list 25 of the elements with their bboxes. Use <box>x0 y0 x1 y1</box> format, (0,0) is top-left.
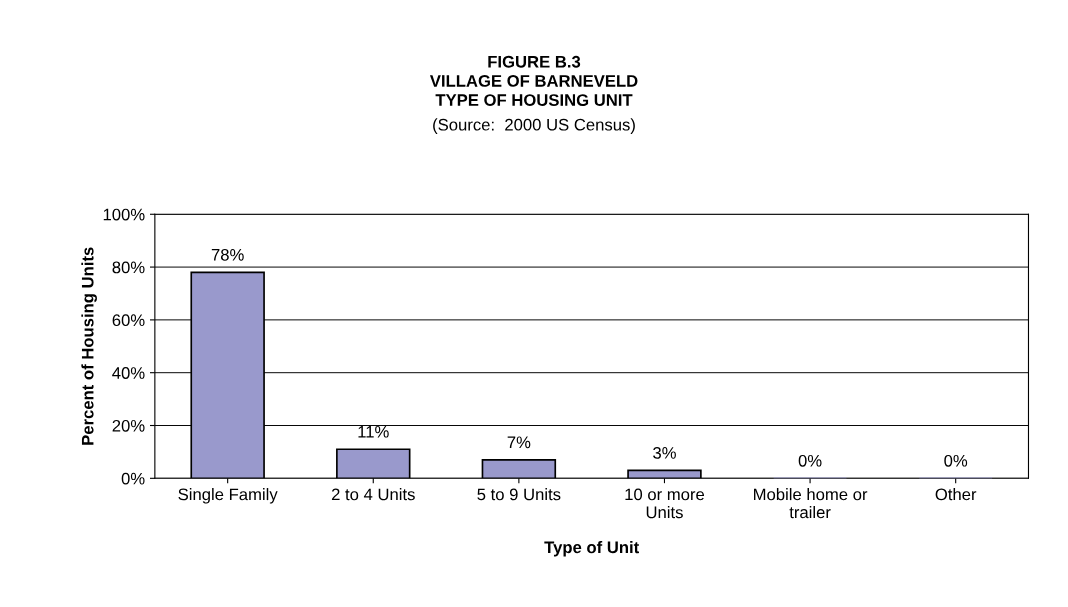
x-tick-label: 5 to 9 Units <box>477 488 561 501</box>
chart-title: FIGURE B.3 VILLAGE OF BARNEVELD TYPE OF HOUSING UNIT <box>429 55 638 106</box>
x-tick-label: 10 or more Units <box>625 488 705 519</box>
data-label: 11% <box>358 425 389 438</box>
y-axis-title: Percent of Housing Units <box>81 247 97 445</box>
y-tick-label: 20% <box>112 419 145 432</box>
bar <box>481 458 557 479</box>
y-tick-label: 80% <box>112 261 145 274</box>
y-tick-label: 60% <box>112 314 145 327</box>
y-tick-label: 100% <box>103 208 145 221</box>
x-tick-label: 2 to 4 Units <box>331 488 415 501</box>
chart-subtitle: (Source: 2000 US Census) <box>433 118 635 134</box>
x-tick-label: Mobile home or trailer <box>754 488 868 519</box>
y-tick-label: 40% <box>112 367 145 379</box>
data-label: 0% <box>944 454 968 467</box>
x-axis-title: Type of Unit <box>544 540 639 557</box>
data-label: 78% <box>211 248 244 261</box>
bar <box>627 469 702 479</box>
data-label: 7% <box>507 436 531 449</box>
data-label: 3% <box>653 446 676 459</box>
x-tick-label: Other <box>935 488 977 501</box>
data-label: 0% <box>798 454 822 467</box>
x-tick-label: Single Family <box>178 488 278 504</box>
bar <box>336 448 411 479</box>
y-tick-label: 0% <box>121 472 145 485</box>
